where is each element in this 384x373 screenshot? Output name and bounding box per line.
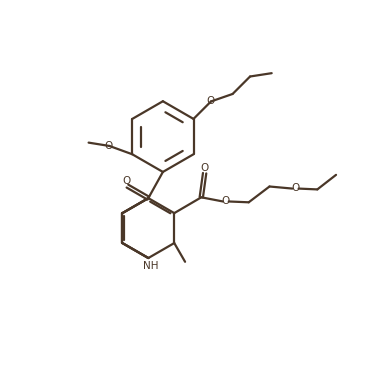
Text: NH: NH	[143, 260, 158, 270]
Text: O: O	[200, 163, 209, 173]
Text: O: O	[291, 183, 300, 193]
Text: O: O	[221, 196, 230, 206]
Text: O: O	[104, 141, 113, 151]
Text: O: O	[207, 97, 215, 106]
Text: O: O	[122, 176, 131, 186]
